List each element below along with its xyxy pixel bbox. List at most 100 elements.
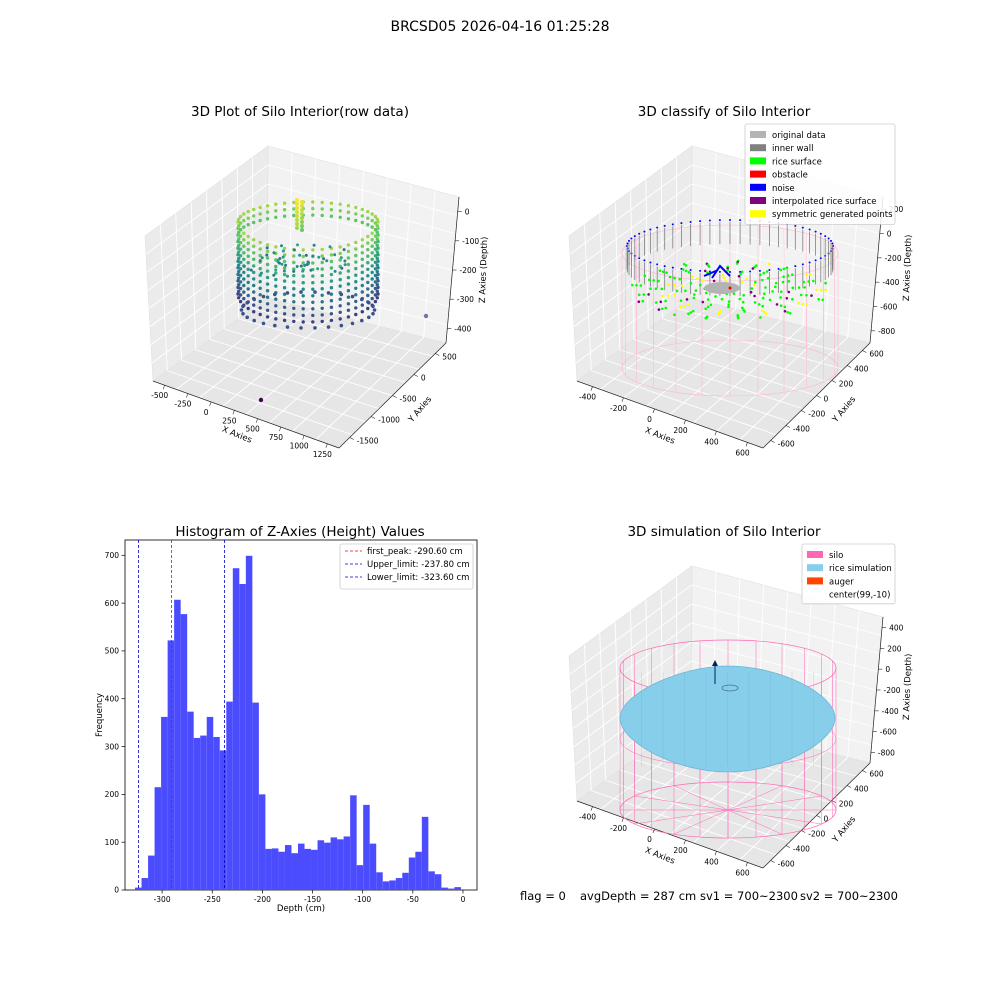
back-gridline bbox=[267, 221, 453, 271]
scatter-point bbox=[265, 302, 270, 306]
scatter-point bbox=[265, 275, 270, 280]
scatter-point bbox=[354, 260, 358, 264]
scatter-point bbox=[375, 243, 379, 248]
surface-point bbox=[732, 292, 736, 296]
scatter-point bbox=[238, 240, 243, 245]
surface-point bbox=[665, 271, 668, 275]
surface-point bbox=[685, 298, 689, 301]
scatter-point bbox=[242, 277, 246, 281]
surface-point bbox=[690, 275, 694, 279]
noise-point bbox=[814, 230, 817, 233]
scatter-point bbox=[375, 256, 379, 261]
surface-point bbox=[767, 262, 771, 266]
scatter-point bbox=[258, 306, 262, 310]
surface-point bbox=[736, 314, 739, 317]
z-tick-label: -200 bbox=[885, 254, 902, 263]
scatter-point bbox=[360, 283, 364, 288]
figure-suptitle: BRCSD05 2026-04-16 01:25:28 bbox=[390, 19, 609, 35]
surface-point bbox=[742, 308, 745, 312]
surface-point bbox=[797, 286, 801, 289]
surface-point bbox=[749, 290, 753, 294]
scatter-point bbox=[366, 223, 370, 227]
scatter-point bbox=[252, 220, 256, 225]
scatter-point bbox=[295, 218, 299, 222]
scatter-point bbox=[370, 225, 374, 229]
scatter-point bbox=[258, 240, 262, 245]
surface-point bbox=[805, 303, 809, 307]
scatter-point bbox=[260, 256, 264, 260]
histogram-bar bbox=[343, 836, 351, 890]
scatter-point bbox=[292, 306, 296, 310]
scatter-point bbox=[274, 268, 278, 272]
y-tick-label: -600 bbox=[778, 860, 795, 869]
x-tick-label: -50 bbox=[407, 895, 419, 904]
scatter-point bbox=[366, 209, 370, 214]
scatter-point bbox=[370, 290, 374, 294]
scatter-point bbox=[346, 269, 351, 273]
scatter-point bbox=[296, 243, 299, 247]
scatter-point bbox=[370, 257, 374, 261]
scatter-point bbox=[242, 218, 246, 223]
noise-point bbox=[814, 259, 817, 262]
scatter-point bbox=[246, 261, 250, 265]
noise-point bbox=[663, 224, 666, 227]
panel-classify-ylabel: Y Axies bbox=[830, 394, 858, 425]
scatter-point bbox=[273, 323, 277, 328]
panel-raw-data-ticks: -500-2500250500750100012505000-500-1000-… bbox=[151, 208, 479, 459]
scatter-point bbox=[346, 302, 351, 306]
histogram-bar bbox=[395, 878, 403, 890]
scatter-point bbox=[366, 234, 370, 239]
scatter-point bbox=[272, 251, 276, 255]
surface-point bbox=[761, 278, 764, 282]
scatter-point bbox=[265, 204, 270, 208]
surface-point bbox=[762, 271, 766, 275]
surface-point bbox=[740, 270, 744, 274]
scatter-point bbox=[238, 299, 243, 304]
scatter-point bbox=[376, 272, 380, 277]
surface-point bbox=[706, 298, 710, 301]
scatter-point bbox=[272, 273, 276, 277]
y-tick-label: 400 bbox=[105, 694, 120, 703]
y-tick bbox=[801, 410, 806, 413]
scatter-point bbox=[373, 299, 378, 304]
scatter-point bbox=[274, 271, 278, 275]
y-tick-label: 0 bbox=[824, 395, 829, 404]
scatter-point bbox=[280, 244, 283, 248]
surface-point bbox=[691, 309, 695, 313]
surface-point bbox=[761, 304, 764, 308]
scatter-point bbox=[252, 214, 256, 218]
surface-point bbox=[786, 311, 789, 314]
scatter-point bbox=[237, 269, 241, 274]
histogram-bar bbox=[252, 702, 259, 890]
scatter-point bbox=[282, 214, 287, 218]
scatter-point bbox=[236, 266, 240, 270]
scatter-point bbox=[316, 267, 320, 271]
scatter-point bbox=[376, 226, 380, 231]
scatter-point bbox=[273, 292, 277, 297]
scatter-point bbox=[295, 198, 299, 202]
y-tick-label: -500 bbox=[400, 395, 417, 404]
surface-point bbox=[786, 274, 790, 277]
scatter-point bbox=[292, 293, 296, 297]
panel-classify-point-cloud bbox=[621, 219, 839, 397]
surface-point bbox=[637, 293, 641, 297]
surface-point bbox=[803, 286, 807, 289]
scatter-point bbox=[373, 254, 378, 258]
surface-point bbox=[760, 309, 764, 313]
scatter-point bbox=[333, 269, 337, 273]
scatter-point bbox=[246, 280, 250, 285]
silo-floor-spoke bbox=[634, 809, 729, 825]
y-tick bbox=[846, 785, 852, 788]
scatter-point bbox=[338, 310, 342, 314]
scatter-point bbox=[360, 277, 364, 281]
surface-point bbox=[724, 280, 728, 283]
surface-point bbox=[762, 310, 766, 314]
histogram-bar bbox=[187, 711, 194, 890]
scatter-point bbox=[354, 218, 358, 223]
surface-point bbox=[791, 273, 794, 277]
scatter-point bbox=[329, 292, 334, 296]
scatter-point bbox=[371, 311, 375, 316]
scatter-point bbox=[311, 287, 315, 291]
scatter-point bbox=[301, 269, 305, 273]
scatter-point bbox=[320, 287, 324, 291]
